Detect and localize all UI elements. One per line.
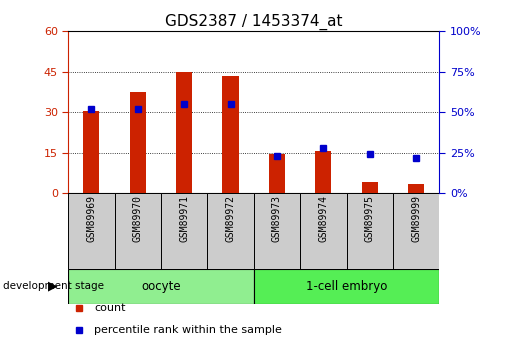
Bar [68, 193, 115, 269]
Text: GSM89975: GSM89975 [365, 196, 375, 243]
Bar [300, 193, 346, 269]
Bar [362, 183, 378, 193]
Text: GSM89969: GSM89969 [86, 196, 96, 243]
Text: GSM89999: GSM89999 [411, 196, 421, 243]
Title: GDS2387 / 1453374_at: GDS2387 / 1453374_at [165, 13, 342, 30]
Text: ▶: ▶ [48, 280, 58, 293]
Text: GSM89971: GSM89971 [179, 196, 189, 243]
Bar [176, 71, 192, 193]
Bar [269, 154, 285, 193]
Text: development stage: development stage [3, 282, 104, 291]
Bar [130, 92, 146, 193]
Bar [115, 193, 161, 269]
Bar [208, 193, 254, 269]
Bar [161, 193, 208, 269]
Bar [346, 193, 393, 269]
Text: count: count [94, 303, 126, 313]
Text: GSM89970: GSM89970 [133, 196, 143, 243]
Bar [393, 193, 439, 269]
Text: percentile rank within the sample: percentile rank within the sample [94, 325, 282, 335]
Bar [68, 269, 254, 304]
Text: GSM89972: GSM89972 [226, 196, 235, 243]
Text: 1-cell embryo: 1-cell embryo [306, 280, 387, 293]
Bar [83, 111, 99, 193]
Bar [254, 269, 439, 304]
Bar [254, 193, 300, 269]
Text: GSM89973: GSM89973 [272, 196, 282, 243]
Bar [222, 76, 239, 193]
Text: oocyte: oocyte [141, 280, 181, 293]
Text: GSM89974: GSM89974 [318, 196, 328, 243]
Bar [408, 184, 424, 193]
Bar [315, 151, 331, 193]
